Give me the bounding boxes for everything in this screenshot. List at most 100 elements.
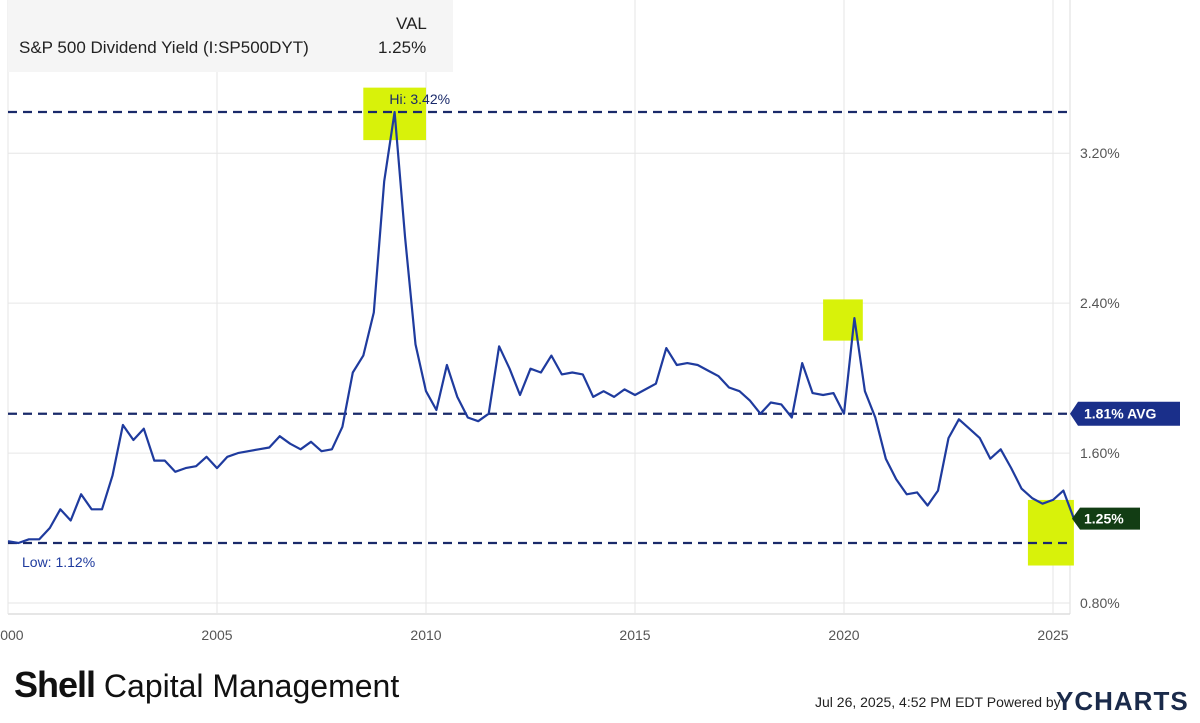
data-point[interactable] xyxy=(56,505,64,513)
data-point[interactable] xyxy=(234,449,242,457)
data-point[interactable] xyxy=(244,447,252,455)
legend-series-name[interactable]: S&P 500 Dividend Yield (I:SP500DYT) xyxy=(19,38,309,57)
data-point[interactable] xyxy=(422,387,430,395)
data-point[interactable] xyxy=(850,314,858,322)
data-point[interactable] xyxy=(432,406,440,414)
data-point[interactable] xyxy=(871,413,879,421)
data-point[interactable] xyxy=(788,413,796,421)
data-point[interactable] xyxy=(819,391,827,399)
data-point[interactable] xyxy=(255,445,263,453)
data-point[interactable] xyxy=(506,365,514,373)
data-point[interactable] xyxy=(67,517,75,525)
data-point[interactable] xyxy=(840,410,848,418)
data-point[interactable] xyxy=(380,177,388,185)
data-point[interactable] xyxy=(882,455,890,463)
data-point[interactable] xyxy=(474,417,482,425)
data-point[interactable] xyxy=(945,434,953,442)
data-point[interactable] xyxy=(464,413,472,421)
data-point[interactable] xyxy=(25,535,33,543)
data-point[interactable] xyxy=(485,410,493,418)
data-point[interactable] xyxy=(98,505,106,513)
data-point[interactable] xyxy=(401,234,409,242)
data-point[interactable] xyxy=(318,447,326,455)
data-point[interactable] xyxy=(150,457,158,465)
data-point[interactable] xyxy=(338,423,346,431)
data-point[interactable] xyxy=(129,436,137,444)
data-point[interactable] xyxy=(140,425,148,433)
data-point[interactable] xyxy=(600,387,608,395)
data-point[interactable] xyxy=(683,359,691,367)
data-point[interactable] xyxy=(359,352,367,360)
data-point[interactable] xyxy=(527,365,535,373)
data-point[interactable] xyxy=(349,368,357,376)
data-point[interactable] xyxy=(88,505,96,513)
data-point[interactable] xyxy=(4,537,12,545)
data-point[interactable] xyxy=(1028,494,1036,502)
data-point[interactable] xyxy=(965,425,973,433)
data-point[interactable] xyxy=(725,383,733,391)
data-point[interactable] xyxy=(809,389,817,397)
data-point[interactable] xyxy=(579,370,587,378)
data-point[interactable] xyxy=(694,361,702,369)
data-point[interactable] xyxy=(1039,500,1047,508)
data-point[interactable] xyxy=(830,389,838,397)
data-point[interactable] xyxy=(662,344,670,352)
data-point[interactable] xyxy=(631,391,639,399)
data-point[interactable] xyxy=(558,370,566,378)
data-point[interactable] xyxy=(171,468,179,476)
data-point[interactable] xyxy=(652,380,660,388)
data-point[interactable] xyxy=(976,434,984,442)
data-point[interactable] xyxy=(1018,485,1026,493)
data-point[interactable] xyxy=(203,453,211,461)
data-point[interactable] xyxy=(370,309,378,317)
data-point[interactable] xyxy=(704,367,712,375)
data-point[interactable] xyxy=(621,385,629,393)
data-point[interactable] xyxy=(610,393,618,401)
data-point[interactable] xyxy=(265,443,273,451)
data-point[interactable] xyxy=(182,464,190,472)
data-point[interactable] xyxy=(547,352,555,360)
ycharts-logo[interactable]: YCHARTS xyxy=(1056,686,1189,716)
data-point[interactable] xyxy=(641,385,649,393)
data-point[interactable] xyxy=(77,490,85,498)
data-point[interactable] xyxy=(746,397,754,405)
data-point[interactable] xyxy=(213,464,221,472)
data-point[interactable] xyxy=(495,342,503,350)
data-point[interactable] xyxy=(934,487,942,495)
data-point[interactable] xyxy=(673,361,681,369)
data-point[interactable] xyxy=(777,400,785,408)
data-point[interactable] xyxy=(161,457,169,465)
data-point[interactable] xyxy=(516,391,524,399)
data-point[interactable] xyxy=(192,462,200,470)
data-point[interactable] xyxy=(1007,464,1015,472)
data-point[interactable] xyxy=(286,440,294,448)
data-point[interactable] xyxy=(986,455,994,463)
data-point[interactable] xyxy=(537,368,545,376)
data-point[interactable] xyxy=(328,445,336,453)
data-point[interactable] xyxy=(568,368,576,376)
data-point[interactable] xyxy=(756,410,764,418)
data-point[interactable] xyxy=(798,359,806,367)
data-point[interactable] xyxy=(119,421,127,429)
data-point[interactable] xyxy=(223,453,231,461)
data-point[interactable] xyxy=(109,472,117,480)
data-point[interactable] xyxy=(715,372,723,380)
data-point[interactable] xyxy=(453,393,461,401)
data-point[interactable] xyxy=(443,361,451,369)
data-point[interactable] xyxy=(46,524,54,532)
data-point[interactable] xyxy=(35,535,43,543)
data-point[interactable] xyxy=(1049,496,1057,504)
data-point[interactable] xyxy=(589,393,597,401)
data-point[interactable] xyxy=(276,432,284,440)
data-point[interactable] xyxy=(1059,487,1067,495)
data-point[interactable] xyxy=(913,488,921,496)
data-point[interactable] xyxy=(767,398,775,406)
data-point[interactable] xyxy=(903,490,911,498)
data-point[interactable] xyxy=(736,387,744,395)
data-point[interactable] xyxy=(997,445,1005,453)
data-point[interactable] xyxy=(861,387,869,395)
data-point[interactable] xyxy=(892,475,900,483)
data-point[interactable] xyxy=(391,108,399,116)
data-point[interactable] xyxy=(955,415,963,423)
data-point[interactable] xyxy=(307,438,315,446)
